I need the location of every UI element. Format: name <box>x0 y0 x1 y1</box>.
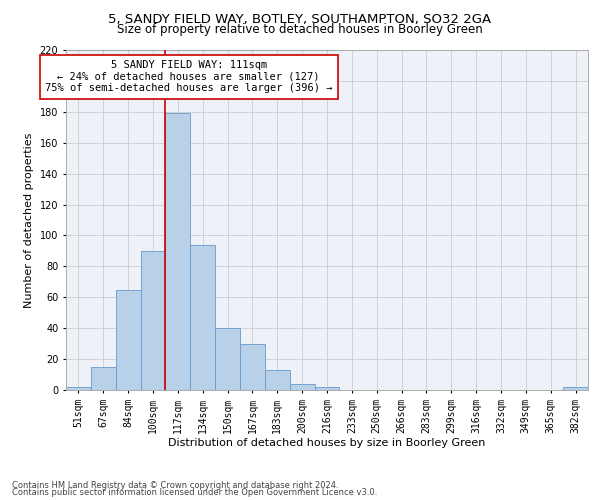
X-axis label: Distribution of detached houses by size in Boorley Green: Distribution of detached houses by size … <box>169 438 485 448</box>
Bar <box>91 367 116 390</box>
Bar <box>290 384 314 390</box>
Bar <box>563 387 588 390</box>
Y-axis label: Number of detached properties: Number of detached properties <box>24 132 34 308</box>
Bar <box>140 251 166 390</box>
Bar <box>265 370 290 390</box>
Bar <box>166 114 190 390</box>
Text: Contains public sector information licensed under the Open Government Licence v3: Contains public sector information licen… <box>12 488 377 497</box>
Bar <box>190 244 215 390</box>
Bar <box>314 387 340 390</box>
Text: Size of property relative to detached houses in Boorley Green: Size of property relative to detached ho… <box>117 22 483 36</box>
Bar <box>66 387 91 390</box>
Text: Contains HM Land Registry data © Crown copyright and database right 2024.: Contains HM Land Registry data © Crown c… <box>12 480 338 490</box>
Bar <box>240 344 265 390</box>
Text: 5 SANDY FIELD WAY: 111sqm
← 24% of detached houses are smaller (127)
75% of semi: 5 SANDY FIELD WAY: 111sqm ← 24% of detac… <box>45 60 332 94</box>
Bar <box>215 328 240 390</box>
Bar <box>116 290 140 390</box>
Text: 5, SANDY FIELD WAY, BOTLEY, SOUTHAMPTON, SO32 2GA: 5, SANDY FIELD WAY, BOTLEY, SOUTHAMPTON,… <box>109 12 491 26</box>
